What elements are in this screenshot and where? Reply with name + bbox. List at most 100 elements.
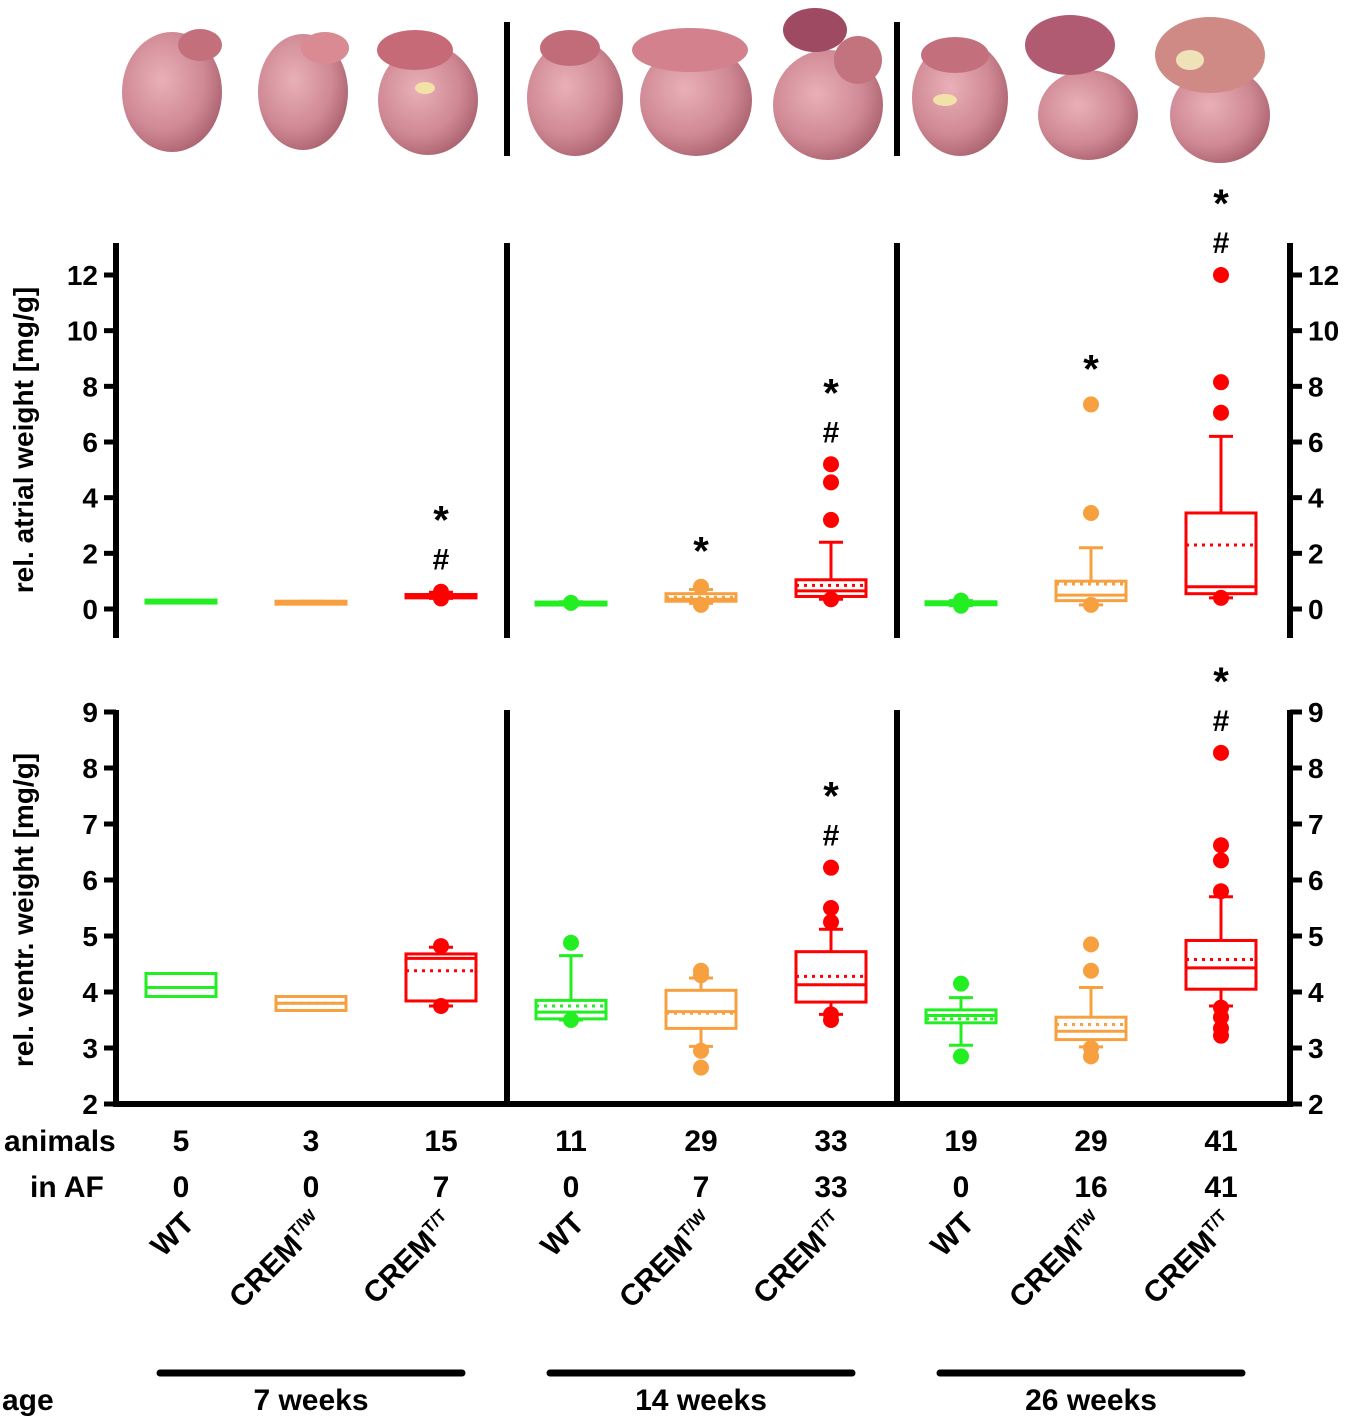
genotype-base: CREM	[1137, 1225, 1223, 1311]
significance-hash: #	[433, 544, 450, 577]
box-series: #*#*	[144, 660, 1258, 1076]
in-af-values: 0 0 7 0 7 33 0 16 41	[173, 1171, 1238, 1204]
box-plot	[924, 592, 998, 614]
outlier-point	[953, 975, 969, 992]
significance-asterisk: *	[823, 775, 839, 819]
af-counts: in AF 0 0 7 0 7 33 0 16 41	[30, 1171, 1238, 1204]
outlier-point	[823, 591, 839, 608]
in-af-count: 7	[693, 1171, 710, 1204]
genotype-label: WT	[925, 1207, 981, 1263]
y-tick-label: 4	[1308, 483, 1324, 514]
in-af-count: 0	[563, 1171, 580, 1204]
box-plot	[144, 972, 218, 998]
outlier-point	[1083, 1040, 1099, 1056]
significance-asterisk: *	[823, 371, 839, 415]
heart-photo	[912, 37, 1008, 156]
outlier-point	[823, 900, 839, 916]
genotype-base: CREM	[357, 1225, 443, 1311]
significance-asterisk: *	[1213, 182, 1229, 226]
heart-photo	[773, 8, 883, 160]
genotype-label: CREMT/T	[746, 1205, 851, 1310]
outlier-point	[1213, 374, 1229, 391]
box-plot	[404, 938, 478, 1014]
animals-count: 29	[1074, 1125, 1107, 1158]
outlier-point	[1213, 837, 1229, 854]
box-plot: *	[1054, 347, 1128, 613]
box-plot	[534, 594, 608, 611]
y-tick-label: 12	[67, 260, 98, 291]
y-tick-label: 3	[82, 1033, 98, 1064]
outlier-point	[953, 1048, 969, 1065]
box-plot: #*	[794, 371, 868, 608]
age-label-26-weeks: 26 weeks	[1025, 1384, 1157, 1417]
y-tick-label: 8	[82, 371, 98, 402]
outlier-point	[693, 962, 709, 979]
box	[1184, 511, 1258, 596]
age-row-label: age	[2, 1384, 54, 1417]
box-plot	[144, 598, 218, 605]
y-tick-label: 2	[1308, 1089, 1324, 1120]
y-tick-label: 5	[1308, 921, 1324, 952]
y-axis-label: rel. ventr. weight [mg/g]	[8, 753, 39, 1067]
box	[144, 972, 218, 998]
box-plot: *	[664, 530, 738, 613]
outlier-point	[823, 456, 839, 473]
genotype-base: WT	[145, 1207, 201, 1263]
left-y-ticks: 2 3 4 5 6 7 8 9	[82, 697, 116, 1120]
in-af-count: 16	[1074, 1171, 1107, 1204]
box-plot	[924, 975, 998, 1065]
outlier-point	[563, 594, 579, 611]
y-tick-label: 2	[1308, 538, 1324, 569]
in-af-count: 7	[433, 1171, 450, 1204]
outlier-point	[433, 938, 449, 955]
y-tick-label: 5	[82, 921, 98, 952]
in-af-row-label: in AF	[30, 1171, 104, 1204]
y-tick-label: 2	[82, 538, 98, 569]
outlier-point	[953, 592, 969, 609]
significance-asterisk: *	[1083, 347, 1099, 391]
animal-counts: animals 5 3 15 11 29 33 19 29 41	[4, 1125, 1238, 1158]
significance-asterisk: *	[693, 530, 709, 574]
animals-count: 29	[684, 1125, 717, 1158]
outlier-point	[823, 859, 839, 876]
outlier-point	[1083, 596, 1099, 613]
outlier-point	[563, 1012, 579, 1028]
genotype-label: WT	[535, 1207, 591, 1263]
genotype-label: CREMT/W	[612, 1205, 721, 1314]
genotype-base: CREM	[1003, 1229, 1089, 1315]
genotype-label: CREMT/W	[1002, 1205, 1111, 1314]
in-af-count: 33	[814, 1171, 847, 1204]
y-tick-label: 9	[82, 697, 98, 728]
in-af-count: 41	[1204, 1171, 1237, 1204]
genotype-base: WT	[925, 1207, 981, 1263]
outlier-point	[563, 934, 579, 951]
outlier-point	[1083, 396, 1099, 413]
outlier-point	[823, 474, 839, 491]
animals-count: 3	[303, 1125, 320, 1158]
y-tick-label: 7	[82, 809, 98, 840]
outlier-point	[1213, 999, 1229, 1016]
significance-hash: #	[823, 416, 840, 449]
genotype-label: CREMT/T	[356, 1205, 461, 1310]
box-plot: #*	[404, 499, 478, 607]
outlier-point	[1213, 744, 1229, 761]
genotype-base: CREM	[613, 1229, 699, 1315]
outlier-point	[1083, 504, 1099, 521]
y-tick-label: 8	[1308, 371, 1324, 402]
box	[1184, 938, 1258, 991]
outlier-point	[1213, 852, 1229, 869]
y-tick-label: 7	[1308, 809, 1324, 840]
heart-photo-row	[122, 8, 1270, 163]
outlier-point	[823, 914, 839, 930]
y-tick-label: 8	[82, 753, 98, 784]
y-tick-label: 0	[1308, 594, 1324, 625]
genotype-label: CREMT/W	[222, 1205, 331, 1314]
y-axis-label: rel. atrial weight [mg/g]	[8, 287, 39, 593]
y-tick-label: 6	[82, 427, 98, 458]
outlier-point	[433, 583, 449, 600]
y-tick-label: 12	[1308, 260, 1339, 291]
right-y-ticks: 2 3 4 5 6 7 8 9	[1290, 697, 1324, 1120]
box-plot	[274, 994, 348, 1012]
box	[404, 952, 478, 1003]
